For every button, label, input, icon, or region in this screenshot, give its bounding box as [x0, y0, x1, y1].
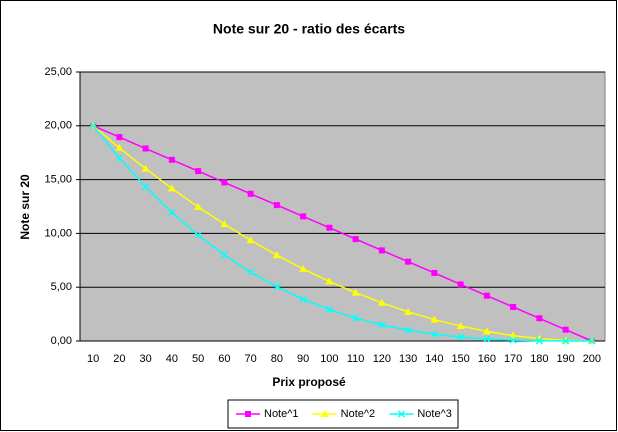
x-tick-label: 90 — [297, 353, 309, 365]
marker — [430, 330, 438, 338]
x-tick-label: 140 — [425, 353, 443, 365]
marker — [273, 202, 280, 209]
marker — [220, 251, 228, 259]
marker — [482, 327, 491, 335]
x-tick-label: 70 — [245, 353, 257, 365]
legend-label: Note^1 — [264, 408, 299, 420]
x-tick-label: 60 — [218, 353, 230, 365]
x-tick-label: 80 — [271, 353, 283, 365]
marker — [141, 164, 150, 172]
x-tick-label: 190 — [556, 353, 574, 365]
marker — [273, 283, 281, 291]
series-line — [92, 125, 593, 342]
x-axis-title: Prix proposé — [272, 375, 346, 389]
x-tick-label: 120 — [373, 353, 391, 365]
marker — [247, 268, 255, 276]
y-tick-label: 25,00 — [44, 66, 72, 78]
marker — [116, 134, 123, 141]
marker — [299, 295, 307, 303]
marker — [351, 288, 360, 296]
marker — [377, 298, 386, 306]
marker — [142, 145, 149, 152]
marker — [562, 337, 570, 345]
marker — [272, 251, 281, 259]
x-tick-label: 10 — [87, 353, 99, 365]
marker — [510, 303, 517, 310]
marker — [167, 184, 176, 192]
marker — [404, 307, 413, 315]
marker — [300, 213, 307, 220]
marker — [115, 154, 123, 162]
marker — [352, 314, 360, 322]
y-axis-title: Note sur 20 — [18, 174, 32, 240]
marker — [220, 220, 229, 228]
marker — [588, 337, 596, 345]
legend-label: Note^2 — [341, 408, 376, 420]
series-line — [92, 125, 592, 342]
marker — [326, 224, 333, 231]
marker — [352, 236, 359, 243]
marker — [397, 410, 405, 418]
chart-title: Note sur 20 - ratio des écarts — [213, 21, 405, 37]
marker — [457, 333, 465, 341]
marker — [168, 156, 175, 163]
marker — [320, 410, 329, 417]
marker — [89, 122, 97, 130]
marker — [430, 315, 439, 323]
marker — [535, 334, 544, 342]
marker — [168, 208, 176, 217]
x-tick-label: 30 — [140, 353, 152, 365]
marker — [221, 179, 228, 186]
marker — [245, 411, 251, 417]
x-tick-label: 40 — [166, 353, 178, 365]
marker — [247, 190, 254, 197]
marker — [325, 306, 333, 314]
marker — [404, 326, 412, 334]
y-tick-label: 10,00 — [44, 227, 72, 239]
marker — [457, 281, 464, 288]
x-tick-label: 170 — [504, 353, 522, 365]
marker — [194, 202, 203, 210]
x-tick-label: 200 — [583, 353, 601, 365]
plot-area — [79, 71, 606, 342]
y-tick-label: 0,00 — [51, 335, 72, 347]
marker — [431, 269, 438, 276]
marker — [142, 183, 150, 191]
marker — [378, 321, 386, 329]
marker — [509, 331, 518, 339]
x-tick-label: 110 — [347, 353, 365, 365]
marker — [378, 247, 385, 254]
x-tick-label: 180 — [530, 353, 548, 365]
marker — [536, 315, 543, 322]
marker — [483, 335, 491, 343]
x-tick-label: 100 — [320, 353, 338, 365]
marker — [195, 168, 202, 175]
marker — [456, 322, 465, 330]
x-tick-label: 130 — [399, 353, 417, 365]
marker — [325, 277, 334, 285]
marker — [115, 143, 124, 151]
x-tick-label: 150 — [451, 353, 469, 365]
x-tick-label: 50 — [192, 353, 204, 365]
marker — [535, 337, 543, 345]
marker — [299, 264, 308, 272]
marker — [405, 258, 412, 265]
marker — [509, 336, 517, 344]
y-tick-label: 15,00 — [44, 174, 72, 186]
marker — [194, 231, 202, 239]
y-tick-label: 5,00 — [51, 281, 72, 293]
legend — [227, 399, 459, 429]
marker — [562, 326, 569, 333]
marker — [483, 292, 490, 299]
x-tick-label: 160 — [478, 353, 496, 365]
y-tick-label: 20,00 — [44, 120, 72, 132]
marker — [246, 236, 255, 244]
x-tick-label: 20 — [113, 353, 125, 365]
series-line — [92, 125, 592, 342]
legend-label: Note^3 — [417, 408, 452, 420]
